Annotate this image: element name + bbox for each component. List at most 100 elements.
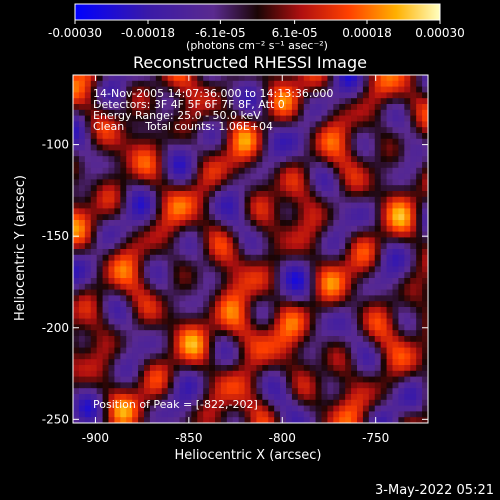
heatmap-cell	[232, 318, 240, 325]
heatmap-cell	[351, 324, 358, 331]
heatmap-cell	[167, 127, 175, 134]
heatmap-cell	[256, 376, 263, 383]
heatmap-cell	[185, 191, 192, 198]
heatmap-cell	[120, 417, 127, 423]
heatmap-cell	[78, 225, 86, 233]
heatmap-cell	[96, 237, 104, 244]
heatmap-cell	[297, 272, 305, 279]
heatmap-cell	[203, 156, 210, 163]
heatmap-cell	[132, 341, 139, 349]
heatmap-cell	[410, 388, 417, 395]
heatmap-cell	[114, 330, 121, 337]
heatmap-cell	[291, 162, 299, 169]
heatmap-cell	[84, 104, 92, 111]
heatmap-cell	[173, 86, 181, 93]
heatmap-cell	[422, 254, 428, 262]
heatmap-cell	[144, 330, 151, 337]
heatmap-cell	[209, 144, 216, 151]
heatmap-cell	[132, 115, 139, 122]
heatmap-cell	[410, 370, 417, 378]
heatmap-cell	[315, 196, 323, 204]
heatmap-cell	[404, 231, 411, 238]
heatmap-cell	[185, 156, 192, 163]
heatmap-cell	[404, 98, 411, 105]
heatmap-cell	[144, 237, 151, 244]
heatmap-cell	[84, 318, 92, 325]
heatmap-cell	[84, 144, 92, 151]
heatmap-cell	[339, 167, 346, 175]
heatmap-cell	[333, 138, 340, 146]
heatmap-cell	[232, 104, 240, 111]
heatmap-cell	[167, 353, 175, 360]
heatmap-cell	[226, 417, 234, 423]
heatmap-cell	[120, 347, 127, 354]
heatmap-cell	[303, 405, 311, 412]
heatmap-cell	[191, 382, 198, 389]
heatmap-cell	[286, 417, 293, 423]
heatmap-cell	[416, 336, 423, 343]
heatmap-cell	[392, 382, 400, 389]
heatmap-cell	[173, 370, 181, 378]
heatmap-cell	[232, 382, 240, 389]
heatmap-cell	[155, 214, 163, 221]
heatmap-cell	[357, 388, 364, 395]
heatmap-cell	[167, 185, 175, 192]
heatmap-cell	[345, 196, 352, 204]
heatmap-cell	[203, 417, 210, 423]
heatmap-cell	[84, 156, 92, 163]
heatmap-cell	[250, 330, 258, 337]
heatmap-cell	[209, 272, 216, 279]
heatmap-cell	[374, 330, 382, 337]
heatmap-cell	[102, 376, 110, 383]
heatmap-cell	[256, 121, 263, 128]
heatmap-cell	[191, 243, 198, 250]
heatmap-cell	[345, 225, 352, 233]
heatmap-cell	[386, 173, 394, 180]
heatmap-cell	[362, 220, 370, 227]
heatmap-cell	[161, 138, 169, 146]
heatmap-cell	[262, 127, 269, 134]
annotation-time-range: 14-Nov-2005 14:07:36.000 to 14:13:36.000	[93, 87, 333, 100]
heatmap-cell	[90, 109, 98, 117]
heatmap-cell	[416, 301, 423, 308]
heatmap-cell	[256, 98, 263, 105]
heatmap-cell	[250, 92, 258, 99]
heatmap-cell	[120, 133, 127, 140]
heatmap-cell	[191, 347, 198, 354]
heatmap-cell	[126, 330, 133, 337]
heatmap-cell	[144, 115, 151, 122]
heatmap-cell	[250, 307, 258, 314]
heatmap-cell	[220, 162, 228, 169]
heatmap-cell	[167, 191, 175, 198]
heatmap-cell	[368, 365, 376, 372]
heatmap-cell	[215, 150, 222, 157]
heatmap-cell	[108, 115, 116, 122]
heatmap-cell	[78, 376, 86, 383]
heatmap-cell	[368, 301, 376, 308]
heatmap-cell	[303, 260, 311, 267]
heatmap-cell	[250, 86, 258, 93]
heatmap-cell	[244, 185, 252, 192]
heatmap-cell	[280, 150, 287, 157]
heatmap-cell	[368, 225, 376, 233]
heatmap-cell	[274, 353, 281, 360]
heatmap-cell	[238, 347, 246, 354]
heatmap-cell	[386, 86, 394, 93]
heatmap-cell	[179, 231, 187, 238]
heatmap-cell	[149, 150, 157, 157]
heatmap-cell	[138, 115, 145, 122]
heatmap-cell	[262, 289, 269, 296]
heatmap-cell	[321, 278, 329, 285]
heatmap-cell	[73, 225, 80, 233]
heatmap-cell	[161, 75, 169, 82]
heatmap-cell	[161, 417, 169, 423]
heatmap-cell	[73, 272, 80, 279]
heatmap-cell	[345, 295, 352, 302]
heatmap-cell	[333, 365, 340, 372]
heatmap-cell	[220, 324, 228, 331]
heatmap-cell	[262, 237, 269, 244]
heatmap-cell	[209, 98, 216, 105]
heatmap-cell	[149, 237, 157, 244]
heatmap-cell	[374, 214, 382, 221]
heatmap-cell	[78, 301, 86, 308]
